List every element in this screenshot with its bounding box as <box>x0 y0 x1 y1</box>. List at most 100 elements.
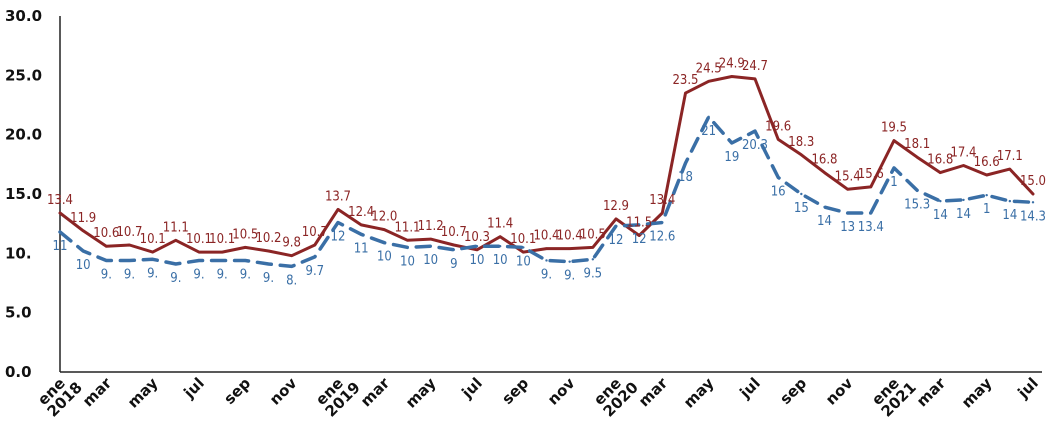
x-tick-label: may <box>124 374 162 412</box>
data-point <box>383 228 386 231</box>
data-label: 10.2 <box>255 231 281 246</box>
data-point <box>452 243 456 247</box>
data-label: 10 <box>493 253 508 268</box>
y-tick-label: 0.0 <box>5 363 32 381</box>
data-label: 16.8 <box>927 153 953 168</box>
data-point <box>58 230 62 234</box>
data-point <box>614 224 618 228</box>
data-label: 13 <box>840 220 855 235</box>
x-tick: mar <box>357 374 394 411</box>
data-point <box>475 248 479 251</box>
data-label: 14.3 <box>1020 209 1046 224</box>
data-point <box>545 259 548 262</box>
data-point <box>637 234 641 237</box>
y-tick-label: 15.0 <box>5 185 42 203</box>
data-label: 18.3 <box>788 135 814 150</box>
data-point <box>105 245 108 248</box>
data-label: 10.4 <box>557 229 583 244</box>
data-label: 15 <box>794 201 809 216</box>
data-label: 9. <box>147 266 158 281</box>
data-label: 10.1 <box>209 232 235 247</box>
x-tick: may <box>958 374 996 412</box>
y-tick-label: 25.0 <box>5 66 42 84</box>
x-tick-label: jul <box>736 374 764 402</box>
data-label: 14 <box>1002 208 1017 223</box>
data-point <box>336 221 340 224</box>
data-point <box>244 259 247 262</box>
data-label: 9. <box>193 267 204 282</box>
x-tick: mar <box>913 374 950 411</box>
data-labels: 13.411.910.610.710.111.110.110.110.510.2… <box>47 57 1046 289</box>
data-label: 14 <box>956 207 971 222</box>
x-tick: jul <box>180 374 208 402</box>
data-point <box>892 166 896 170</box>
data-point <box>915 156 919 159</box>
data-label: 16.6 <box>974 155 1000 170</box>
data-point <box>1008 199 1012 203</box>
data-point <box>105 259 108 262</box>
data-label: 8. <box>286 273 297 288</box>
x-tick: mar <box>79 374 116 411</box>
data-label: 12.9 <box>603 199 629 214</box>
data-point <box>776 176 780 179</box>
x-tick: jul <box>736 374 764 402</box>
x-tick: jul <box>1014 374 1042 402</box>
y-tick-label: 5.0 <box>5 304 32 322</box>
x-tick: sep <box>776 374 810 408</box>
data-label: 19.6 <box>765 119 791 134</box>
x-tick: nov <box>544 374 579 409</box>
data-point <box>684 91 687 95</box>
data-point <box>197 250 201 254</box>
data-point <box>1008 167 1012 171</box>
data-point <box>383 241 386 244</box>
data-label: 14 <box>933 208 948 223</box>
data-label: 24.5 <box>696 61 722 76</box>
data-point <box>336 208 340 211</box>
data-point <box>522 250 525 254</box>
data-label: 11.1 <box>163 220 189 235</box>
data-label: 9.7 <box>306 264 325 279</box>
data-point <box>406 239 409 242</box>
data-label: 24.9 <box>719 57 745 72</box>
data-point <box>81 229 85 232</box>
x-tick-label: nov <box>822 374 857 409</box>
chart-series <box>58 75 1035 269</box>
data-label: 15.0 <box>1020 174 1046 189</box>
x-tick: may <box>124 374 162 412</box>
data-label: 11 <box>53 239 68 254</box>
data-point <box>962 198 965 202</box>
data-point <box>753 129 757 133</box>
x-tick: mar <box>635 374 672 411</box>
data-point <box>313 255 317 259</box>
data-label: 12 <box>609 233 624 248</box>
x-tick-label: jul <box>1014 374 1042 402</box>
data-label: 17.1 <box>997 149 1023 164</box>
data-label: 13.4 <box>858 220 884 235</box>
x-tick-label: nov <box>544 374 579 409</box>
data-point <box>776 138 780 141</box>
data-point <box>151 258 154 261</box>
chart-axes <box>59 16 1042 373</box>
data-point <box>174 262 178 266</box>
x-tick-label: mar <box>913 374 950 411</box>
data-point <box>637 223 641 227</box>
x-tick: nov <box>822 374 857 409</box>
x-tick-label: mar <box>357 374 394 411</box>
x-tick-label: nov <box>266 374 301 409</box>
data-point <box>915 189 919 192</box>
data-label: 21 <box>701 124 716 139</box>
data-label: 20.3 <box>742 138 768 153</box>
data-label: 14 <box>817 214 832 229</box>
data-point <box>244 246 247 249</box>
data-point <box>800 153 803 157</box>
data-point <box>429 245 432 248</box>
data-label: 24.7 <box>742 59 768 74</box>
data-label: 9. <box>240 267 251 282</box>
data-point <box>313 243 317 247</box>
data-label: 9. <box>170 271 181 286</box>
data-label: 9.8 <box>282 236 301 251</box>
data-point <box>568 260 571 263</box>
